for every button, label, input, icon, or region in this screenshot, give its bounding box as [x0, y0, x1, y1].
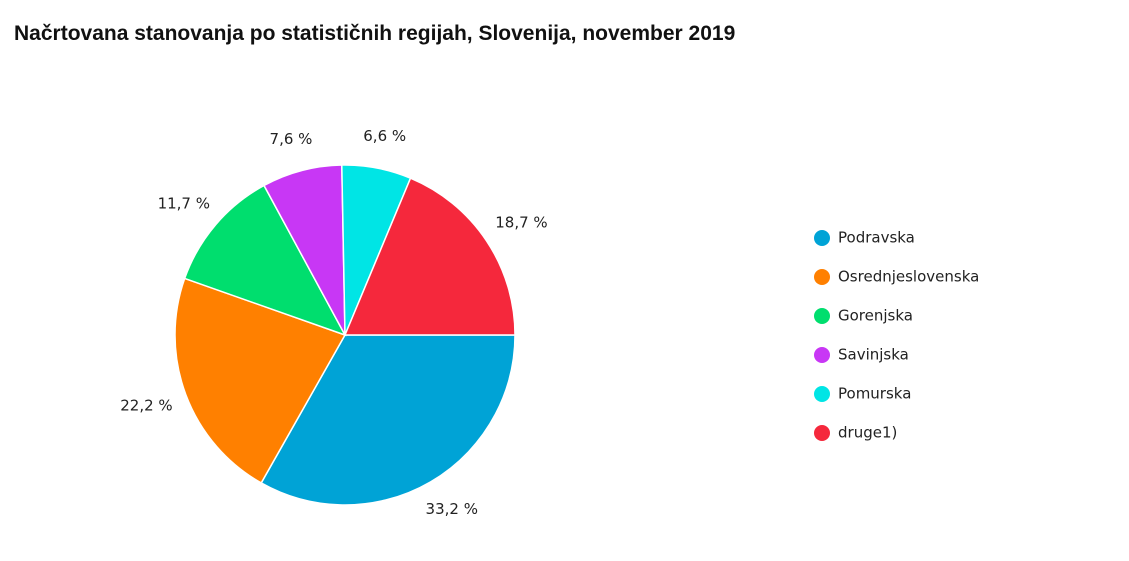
legend-swatch — [814, 425, 830, 441]
legend-swatch — [814, 347, 830, 363]
data-label: 11,7 % — [158, 194, 210, 212]
data-label: 33,2 % — [426, 500, 478, 518]
legend-label: Pomurska — [838, 385, 911, 403]
data-label: 7,6 % — [270, 130, 313, 148]
pie-slice — [174, 277, 347, 484]
pie-slice — [183, 184, 347, 337]
legend-swatch — [814, 230, 830, 246]
data-label: 6,6 % — [363, 127, 406, 145]
chart-title: Načrtovana stanovanja po statističnih re… — [14, 22, 735, 45]
legend-swatch — [814, 386, 830, 402]
legend-swatch — [814, 269, 830, 285]
pie-slice — [260, 334, 516, 506]
legend-label: Savinjska — [838, 346, 909, 364]
legend-label: Podravska — [838, 229, 915, 247]
legend-label: Osrednjeslovenska — [838, 268, 979, 286]
legend-swatch — [814, 308, 830, 324]
legend-label: Gorenjska — [838, 307, 913, 325]
data-label: 22,2 % — [120, 396, 172, 414]
pie-slice — [343, 177, 516, 336]
data-label: 18,7 % — [495, 214, 547, 232]
legend-label: druge1) — [838, 424, 897, 442]
